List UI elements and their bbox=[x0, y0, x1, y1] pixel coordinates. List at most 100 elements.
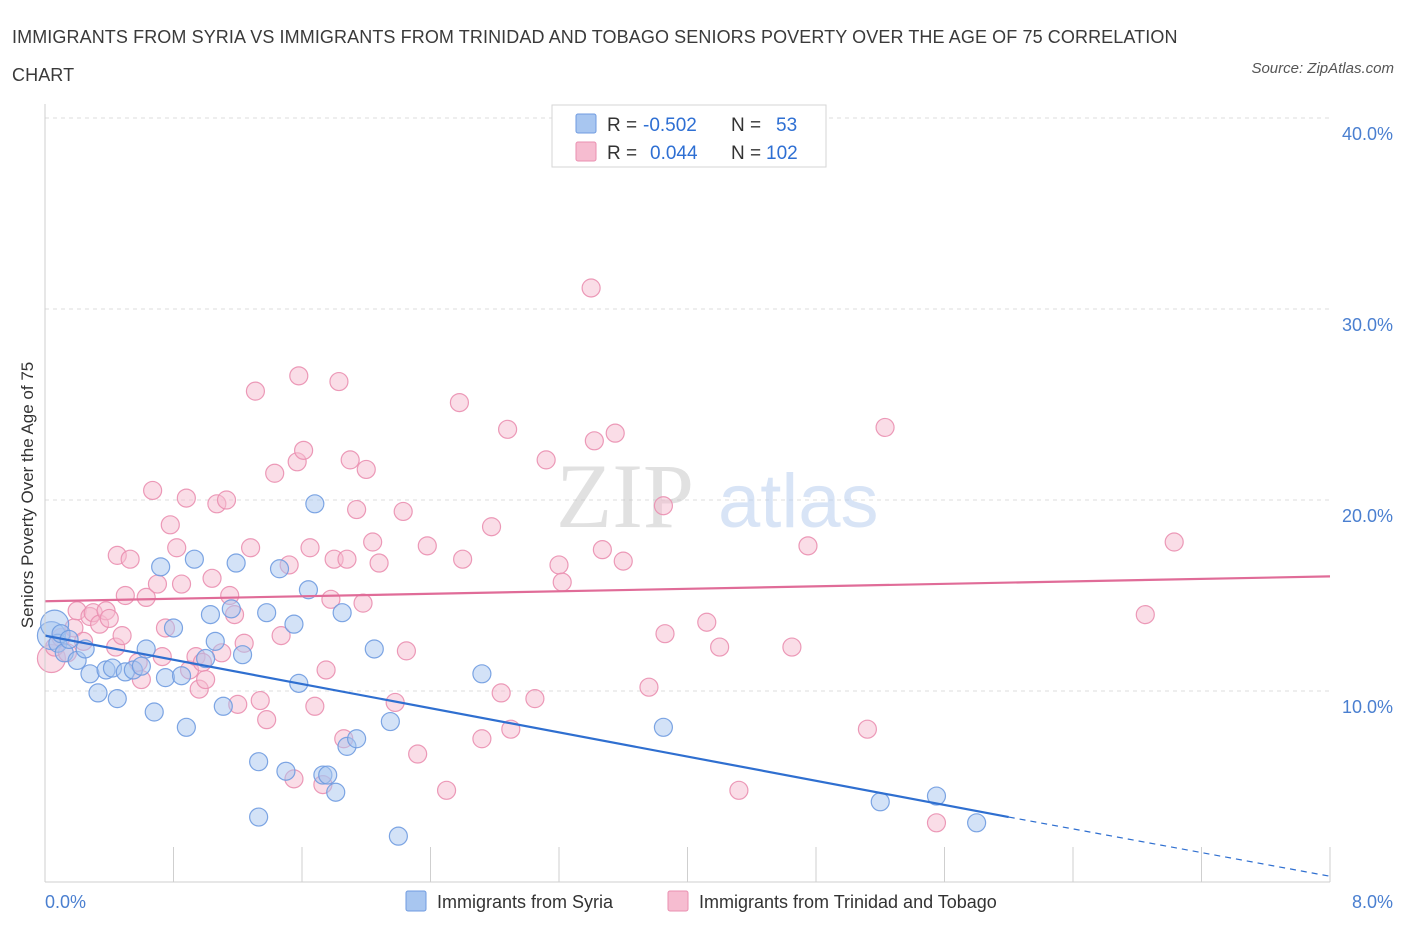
trinidad-point bbox=[393, 501, 413, 522]
y-tick-label: 20.0% bbox=[1342, 506, 1393, 526]
trinidad-point bbox=[613, 551, 633, 571]
syria-point bbox=[870, 792, 890, 812]
trinidad-point bbox=[136, 587, 156, 608]
trinidad-point bbox=[857, 719, 878, 739]
trinidad-point bbox=[549, 555, 569, 575]
trinidad-point bbox=[581, 278, 601, 298]
bottom-legend-trinidad: Immigrants from Trinidad and Tobago bbox=[699, 892, 997, 912]
syria-point bbox=[184, 549, 204, 569]
syria-point bbox=[151, 557, 171, 577]
syria-point bbox=[171, 666, 192, 686]
trinidad-point bbox=[112, 626, 132, 646]
syria-point bbox=[163, 618, 184, 638]
syria-point bbox=[380, 711, 400, 732]
trinidad-point bbox=[729, 780, 749, 800]
syria-point bbox=[257, 603, 277, 623]
trinidad-point bbox=[241, 538, 261, 558]
syria-point bbox=[249, 807, 269, 827]
trinidad-point bbox=[782, 637, 802, 657]
syria-point bbox=[926, 786, 947, 806]
syria-point bbox=[305, 494, 325, 514]
trinidad-point bbox=[875, 417, 895, 438]
trinidad-point bbox=[316, 660, 336, 680]
syria-point bbox=[249, 752, 269, 772]
trinidad-point bbox=[305, 696, 325, 716]
syria-point bbox=[276, 761, 296, 781]
chart-title: IMMIGRANTS FROM SYRIA VS IMMIGRANTS FROM… bbox=[12, 27, 1178, 85]
trinidad-point bbox=[347, 499, 367, 520]
source-label: Source: ZipAtlas.com bbox=[1251, 60, 1394, 77]
syria-trend-extension bbox=[1008, 816, 1331, 877]
trinidad-point bbox=[653, 496, 674, 516]
trinidad-point bbox=[196, 669, 216, 690]
trinidad-point bbox=[147, 574, 168, 594]
correlation-legend: R = -0.502 N = 53 R = 0.044 N = 102 bbox=[551, 104, 827, 168]
syria-point bbox=[213, 696, 233, 716]
legend-trinidad-n-label: N = bbox=[731, 143, 761, 164]
trinidad-point bbox=[171, 574, 192, 594]
syria-point bbox=[80, 664, 100, 684]
trinidad-point bbox=[798, 536, 818, 556]
syria-point bbox=[176, 717, 196, 737]
legend-syria-r-label: R = bbox=[607, 115, 637, 136]
syria-point bbox=[653, 717, 674, 737]
syria-point bbox=[318, 765, 338, 785]
y-tick-label: 10.0% bbox=[1342, 697, 1393, 717]
syria-point bbox=[221, 599, 241, 619]
trinidad-point bbox=[363, 532, 383, 552]
syria-point bbox=[88, 683, 108, 703]
syria-point bbox=[107, 689, 127, 709]
syria-point bbox=[364, 639, 384, 659]
trinidad-point bbox=[120, 549, 140, 569]
legend-syria-n-value: 53 bbox=[776, 115, 797, 136]
watermark-zip: ZIP bbox=[556, 445, 694, 547]
bottom-legend-syria: Immigrants from Syria bbox=[437, 892, 614, 912]
trinidad-point bbox=[639, 677, 659, 697]
trinidad-point bbox=[294, 440, 314, 460]
trinidad-point bbox=[436, 780, 457, 800]
series-legend: Immigrants from Syria Immigrants from Tr… bbox=[405, 890, 997, 912]
trend-lines bbox=[44, 575, 1331, 877]
trinidad-point bbox=[498, 419, 518, 439]
y-tick-label: 40.0% bbox=[1342, 124, 1393, 144]
trinidad-point bbox=[143, 480, 163, 501]
syria-point bbox=[326, 782, 346, 802]
trinidad-point bbox=[176, 488, 196, 508]
trinidad-point bbox=[481, 517, 502, 537]
trinidad-point bbox=[202, 568, 222, 588]
syria-trend-line bbox=[44, 634, 1009, 819]
syria-point bbox=[332, 603, 352, 623]
syria-point bbox=[196, 648, 216, 669]
syria-point bbox=[298, 580, 319, 600]
trinidad-point bbox=[396, 641, 417, 661]
trinidad-point bbox=[115, 585, 135, 606]
trinidad-point bbox=[257, 710, 277, 730]
syria-point bbox=[205, 631, 225, 651]
x-tick-label: 0.0% bbox=[45, 892, 86, 912]
trinidad-point bbox=[491, 683, 511, 703]
syria-point bbox=[347, 729, 367, 749]
trinidad-point bbox=[417, 536, 437, 556]
trinidad-trend-line bbox=[44, 575, 1331, 603]
trinidad-point bbox=[300, 538, 320, 558]
trinidad-point bbox=[265, 463, 285, 483]
legend-swatch-trinidad bbox=[575, 141, 597, 162]
trinidad-point bbox=[525, 689, 545, 709]
syria-point bbox=[155, 668, 176, 688]
trinidad-point bbox=[216, 490, 237, 510]
trinidad-point bbox=[449, 392, 470, 413]
syria-point bbox=[472, 664, 492, 684]
trinidad-points bbox=[36, 278, 1184, 833]
trinidad-point bbox=[472, 729, 492, 749]
trinidad-point bbox=[340, 450, 360, 470]
syria-point bbox=[269, 559, 290, 579]
trinidad-point bbox=[167, 538, 187, 558]
trinidad-point bbox=[353, 593, 373, 613]
legend-trinidad-n-value: 102 bbox=[766, 143, 798, 164]
trinidad-point bbox=[289, 366, 309, 386]
trinidad-point bbox=[710, 637, 730, 657]
trinidad-point bbox=[1164, 532, 1184, 552]
trinidad-point bbox=[408, 744, 428, 764]
legend-syria-n-label: N = bbox=[731, 115, 761, 136]
y-axis-label: Seniors Poverty Over the Age of 75 bbox=[18, 362, 37, 628]
